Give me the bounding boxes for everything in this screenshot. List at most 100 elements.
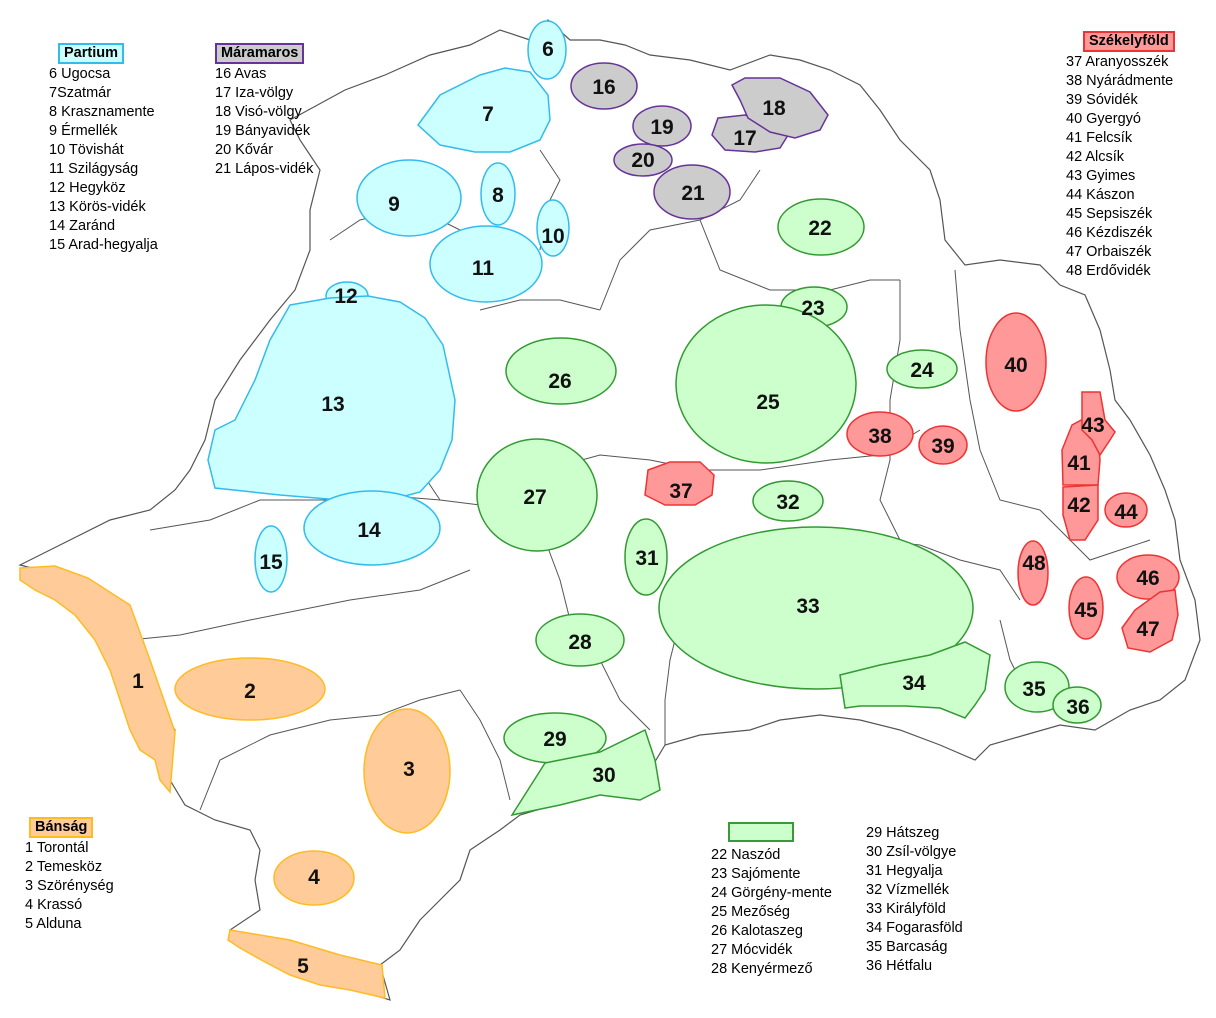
region-15-shape[interactable] xyxy=(254,525,288,593)
legend-item: 24 Görgény-mente xyxy=(711,885,832,901)
region-42-shape[interactable] xyxy=(1062,484,1099,541)
region-label-12: 12 xyxy=(334,285,357,308)
legend-item: 42 Alcsík xyxy=(1066,149,1125,165)
region-40-shape[interactable] xyxy=(985,312,1047,412)
legend-item: 9 Érmellék xyxy=(49,123,118,139)
region-label-13: 13 xyxy=(321,393,344,416)
region-32-shape[interactable] xyxy=(752,480,824,522)
region-19-shape[interactable] xyxy=(632,105,692,147)
legend-item: 46 Kézdiszék xyxy=(1066,225,1153,241)
region-14-shape[interactable] xyxy=(303,490,441,566)
region-label-33: 33 xyxy=(796,595,819,618)
region-label-20: 20 xyxy=(631,149,654,172)
region-label-23: 23 xyxy=(801,297,824,320)
region-5-shape[interactable] xyxy=(227,929,386,999)
legend-item: 7Szatmár xyxy=(49,85,112,101)
legend-item: 1 Torontál xyxy=(25,840,89,856)
region-2-shape[interactable] xyxy=(174,657,326,721)
region-label-25: 25 xyxy=(756,391,780,414)
region-label-15: 15 xyxy=(259,551,283,574)
legend-item: 27 Mócvidék xyxy=(711,942,793,958)
region-34-shape[interactable] xyxy=(839,641,991,719)
region-38-shape[interactable] xyxy=(846,411,914,457)
legend-item: 8 Krasznamente xyxy=(49,104,155,120)
maramaros-regions xyxy=(570,62,829,220)
legend-item: 40 Gyergyó xyxy=(1066,111,1141,127)
legend-item: 18 Visó-völgy xyxy=(215,104,302,120)
region-label-21: 21 xyxy=(681,182,705,205)
region-11-shape[interactable] xyxy=(429,225,543,303)
region-label-43: 43 xyxy=(1081,414,1104,437)
region-31-shape[interactable] xyxy=(624,518,668,596)
region-8-shape[interactable] xyxy=(480,162,516,226)
region-43-shape[interactable] xyxy=(1081,391,1116,457)
legend-partium-list: 6 Ugocsa 7Szatmár 8 Krasznamente 9 Érmel… xyxy=(49,65,158,255)
legend-maramaros: Máramaros 16 Avas 17 Iza-völgy 18 Visó-v… xyxy=(215,43,313,179)
legend-partium-title: Partium xyxy=(58,43,124,64)
region-4-shape[interactable] xyxy=(273,850,355,906)
region-21-shape[interactable] xyxy=(653,164,731,220)
region-label-7: 7 xyxy=(482,103,494,126)
legend-item: 13 Körös-vidék xyxy=(49,199,146,215)
region-18-shape[interactable] xyxy=(730,77,829,139)
region-label-40: 40 xyxy=(1004,354,1027,377)
region-label-19: 19 xyxy=(650,116,673,139)
region-25-shape[interactable] xyxy=(675,304,857,464)
region-27-shape[interactable] xyxy=(476,438,598,552)
region-label-11: 11 xyxy=(472,257,495,280)
region-24-shape[interactable] xyxy=(886,349,958,389)
region-6-shape[interactable] xyxy=(527,20,567,80)
region-7-shape[interactable] xyxy=(416,67,551,153)
region-1-shape[interactable] xyxy=(19,565,176,794)
region-9-shape[interactable] xyxy=(356,159,462,237)
region-20-shape[interactable] xyxy=(613,143,673,177)
legend-item: 41 Felcsík xyxy=(1066,130,1133,146)
legend-item: 37 Aranyosszék xyxy=(1066,54,1169,70)
legend-item: 10 Tövishát xyxy=(49,142,124,158)
region-26-shape[interactable] xyxy=(505,337,617,405)
region-46-shape[interactable] xyxy=(1116,554,1180,600)
region-label-37: 37 xyxy=(669,480,692,503)
legend-item: 6 Ugocsa xyxy=(49,66,111,82)
legend-szekelyfold-list: 37 Aranyosszék 38 Nyárádmente 39 Sóvidék… xyxy=(1066,53,1175,281)
legend-bansag: Bánság 1 Torontál 2 Temesköz 3 Szörénysé… xyxy=(25,817,114,934)
legend-item: 48 Erdővidék xyxy=(1066,263,1151,279)
legend-item: 21 Lápos-vidék xyxy=(215,161,314,177)
legend-item: 45 Sepsiszék xyxy=(1066,206,1153,222)
legend-bansag-list: 1 Torontál 2 Temesköz 3 Szörénység 4 Kra… xyxy=(25,839,114,934)
region-label-47: 47 xyxy=(1136,618,1159,641)
legend-item: 14 Zaránd xyxy=(49,218,116,234)
region-28-shape[interactable] xyxy=(535,613,625,667)
region-48-shape[interactable] xyxy=(1017,540,1049,606)
region-10-shape[interactable] xyxy=(536,199,570,257)
legend-item: 23 Sajómente xyxy=(711,866,801,882)
legend-item: 33 Királyföld xyxy=(866,901,946,917)
region-label-3: 3 xyxy=(403,758,415,781)
region-22-shape[interactable] xyxy=(777,198,865,256)
region-label-39: 39 xyxy=(931,435,954,458)
region-label-48: 48 xyxy=(1022,552,1046,575)
region-label-4: 4 xyxy=(308,866,320,889)
region-33-shape[interactable] xyxy=(658,526,974,690)
region-label-18: 18 xyxy=(762,97,786,120)
legend-maramaros-list: 16 Avas 17 Iza-völgy 18 Visó-völgy 19 Bá… xyxy=(215,65,313,179)
region-39-shape[interactable] xyxy=(918,425,968,465)
region-47-shape[interactable] xyxy=(1121,589,1179,653)
region-35-shape[interactable] xyxy=(1004,661,1070,713)
legend-bansag-title: Bánság xyxy=(29,817,94,838)
region-45-shape[interactable] xyxy=(1068,576,1104,640)
region-label-16: 16 xyxy=(592,76,615,99)
region-label-38: 38 xyxy=(868,425,892,448)
region-37-shape[interactable] xyxy=(644,461,715,506)
legend-item: 5 Alduna xyxy=(25,916,82,932)
region-label-45: 45 xyxy=(1074,599,1098,622)
bansag-regions xyxy=(19,565,451,999)
region-44-shape[interactable] xyxy=(1104,492,1148,528)
region-3-shape[interactable] xyxy=(363,708,451,834)
outer-border xyxy=(18,19,1201,1001)
region-30-shape[interactable] xyxy=(510,728,661,817)
region-36-shape[interactable] xyxy=(1052,686,1102,724)
region-16-shape[interactable] xyxy=(570,62,638,110)
legend-item: 36 Hétfalu xyxy=(866,958,933,974)
